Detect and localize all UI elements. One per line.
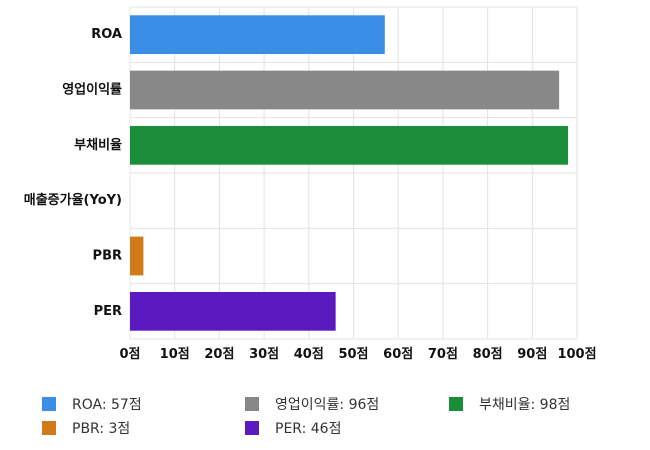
category-label: PER [94, 304, 122, 319]
x-tick-label: 70점 [428, 347, 458, 362]
category-label: 부채비율 [74, 137, 122, 153]
x-tick-label: 60점 [383, 347, 413, 362]
category-label: 영업이익률 [62, 82, 122, 98]
x-tick-label: 40점 [294, 347, 324, 362]
x-tick-label: 30점 [249, 347, 279, 362]
x-tick-label: 10점 [160, 347, 190, 362]
x-tick-label: 100점 [557, 347, 596, 362]
category-label: ROA [91, 27, 122, 42]
x-tick-label: 80점 [473, 347, 503, 362]
category-label: PBR [93, 249, 122, 264]
x-tick-label: 20점 [204, 347, 234, 362]
x-tick-label: 50점 [338, 347, 368, 362]
bar [130, 236, 144, 276]
category-label: 매출증가율(YoY) [24, 192, 122, 208]
bar [130, 291, 336, 331]
x-tick-label: 90점 [517, 347, 547, 362]
bar [130, 70, 560, 110]
bar [130, 125, 569, 165]
bar [130, 15, 385, 55]
x-tick-label: 0점 [119, 347, 140, 362]
